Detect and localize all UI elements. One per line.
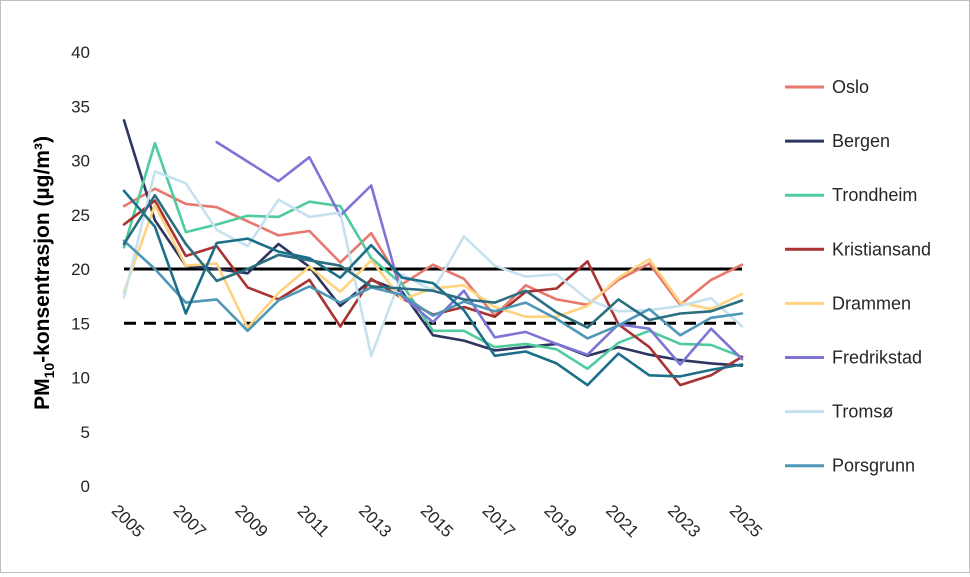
legend-entry: Drammen <box>832 293 911 313</box>
legend: Oslo Bergen Trondheim Kristiansand Drammen Fr… <box>785 77 931 476</box>
y-tick-label: 15 <box>71 314 90 333</box>
x-tick-label: 2023 <box>664 501 704 541</box>
x-tick-labels: 2005 2007 2009 2011 2013 2015 2017 2019 2021 2023… <box>108 501 766 541</box>
y-tick-label: 35 <box>71 97 90 116</box>
legend-entry: Fredrikstad <box>832 348 922 368</box>
x-tick-label: 2007 <box>170 501 210 541</box>
x-tick-label: 2021 <box>602 501 642 541</box>
legend-entry: Trondheim <box>832 185 917 205</box>
series-line-bergen <box>122 119 744 367</box>
y-axis-label-rest: -konsentrasjon (µg/m³) <box>31 136 54 363</box>
y-tick-label: 5 <box>81 423 90 442</box>
x-tick-label: 2013 <box>355 501 395 541</box>
y-tick-label: 0 <box>81 477 90 496</box>
series-line-unlabeled-8 <box>122 189 744 387</box>
y-tick-label: 10 <box>71 369 90 388</box>
series-line-fredrikstad <box>215 140 744 366</box>
y-axis-label: PM10-konsentrasjon (µg/m³) <box>31 136 57 410</box>
x-tick-label: 2025 <box>726 501 766 541</box>
y-axis-label-sub: 10 <box>41 363 57 379</box>
series-lines <box>122 119 744 387</box>
series-line-trondheim <box>122 141 744 371</box>
legend-entry: Kristiansand <box>832 239 931 259</box>
x-tick-label: 2011 <box>294 501 333 540</box>
x-tick-label: 2017 <box>479 501 519 541</box>
y-axis-label-main: PM <box>31 378 54 410</box>
x-tick-label: 2019 <box>540 501 580 541</box>
y-tick-labels: 0 5 10 15 20 25 30 35 40 <box>71 43 90 496</box>
x-tick-label: 2015 <box>417 501 457 541</box>
y-tick-label: 30 <box>71 152 90 171</box>
y-tick-label: 20 <box>71 260 90 279</box>
x-tick-label: 2009 <box>231 501 271 541</box>
legend-entry: Bergen <box>832 131 890 151</box>
y-tick-label: 40 <box>71 43 90 62</box>
svg-text:PM10-konsentrasjon (µg/m³): PM10-konsentrasjon (µg/m³) <box>31 136 57 410</box>
legend-entry: Tromsø <box>832 402 893 422</box>
y-tick-label: 25 <box>71 206 90 225</box>
series-line-unlabeled-9 <box>122 193 744 329</box>
x-tick-label: 2005 <box>108 501 148 541</box>
legend-entry: Oslo <box>832 77 869 97</box>
series-line-oslo <box>122 187 744 318</box>
legend-entry: Porsgrunn <box>832 456 915 476</box>
